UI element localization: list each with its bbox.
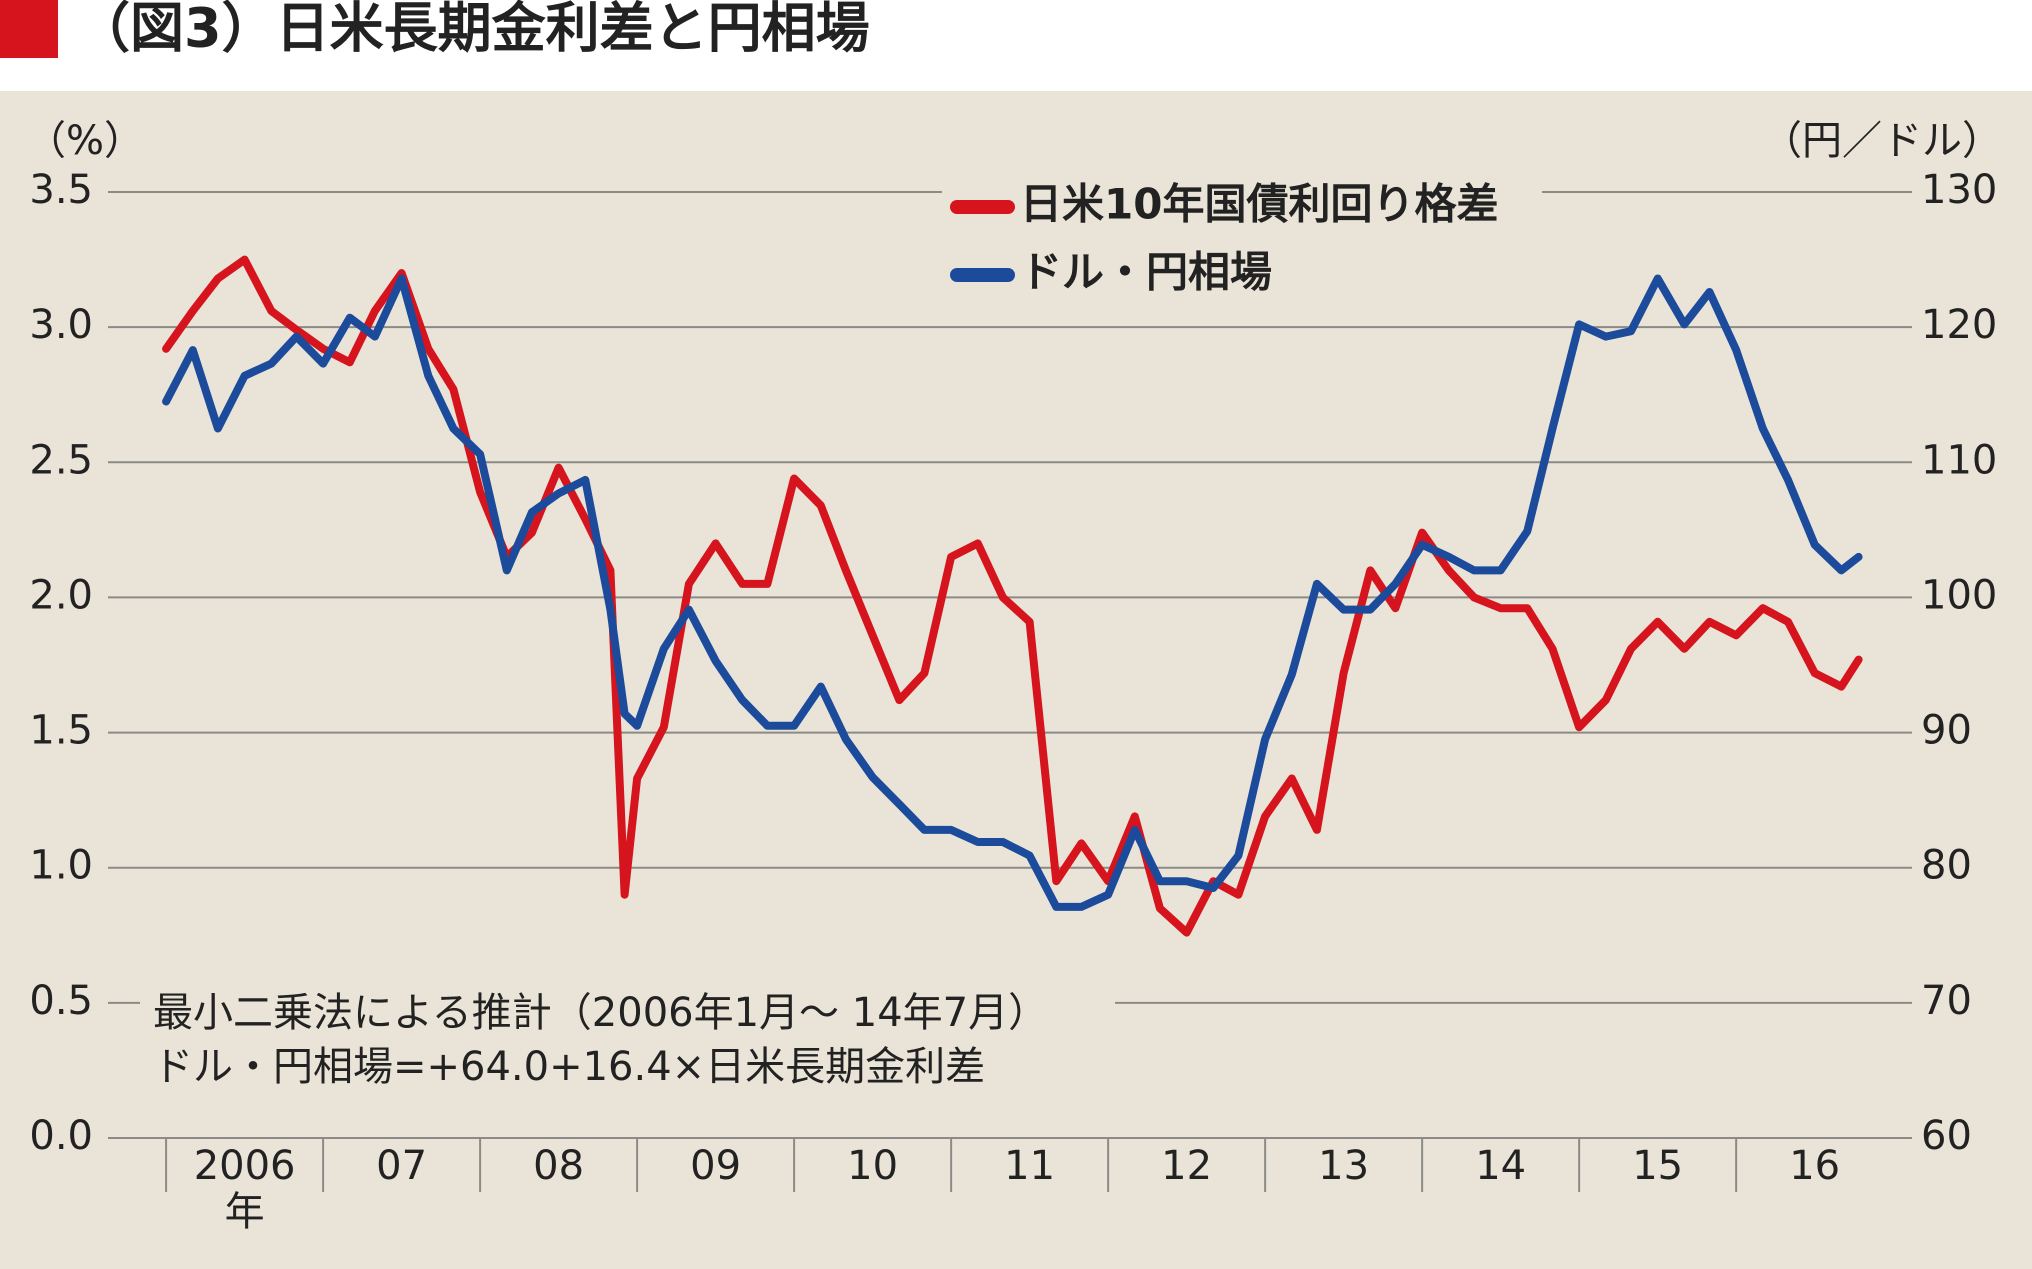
x-tick-label: 2006 (194, 1143, 296, 1189)
annotation: ドル・円相場=+64.0+16.4×日米長期金利差 (153, 1044, 985, 1090)
y-tick-label: 0.0 (29, 1113, 93, 1159)
x-tick-label: 13 (1318, 1143, 1369, 1189)
data-line (162, 274, 1863, 911)
y-tick-label: 1.0 (29, 843, 93, 889)
x-tick-label: 08 (533, 1143, 584, 1189)
x-tick-label: 12 (1161, 1143, 1212, 1189)
y2-tick-label: 110 (1921, 437, 1997, 483)
y2-unit-label: （円／ドル） (1762, 118, 2002, 164)
legend-label: ドル・円相場 (1020, 248, 1272, 297)
x-tick-label: 11 (1004, 1143, 1055, 1189)
y2-tick-label: 120 (1921, 302, 1997, 348)
annotation: 最小二乗法による推計（2006年1月～ 14年7月） (153, 990, 1048, 1036)
x-unit-label: 年 (225, 1189, 265, 1235)
y2-tick-label: 70 (1921, 978, 1972, 1024)
y-unit-label: （%） (26, 118, 144, 164)
y2-tick-label: 60 (1921, 1113, 1972, 1159)
data-line (162, 255, 1863, 937)
chart-title: （図3）日米長期金利差と円相場 (76, 0, 870, 60)
y-tick-label: 1.5 (29, 708, 93, 754)
y-tick-label: 3.5 (29, 167, 93, 213)
x-tick-label: 10 (847, 1143, 898, 1189)
x-tick-label: 14 (1475, 1143, 1526, 1189)
y-tick-label: 2.0 (29, 572, 93, 618)
x-tick-label: 15 (1632, 1143, 1683, 1189)
legend-background (942, 178, 1542, 303)
y-tick-label: 2.5 (29, 437, 93, 483)
title-bar (0, 0, 2032, 91)
y2-tick-label: 100 (1921, 572, 1997, 618)
title-marker (0, 0, 58, 58)
y-tick-label: 0.5 (29, 978, 93, 1024)
x-tick-label: 07 (376, 1143, 427, 1189)
y-tick-label: 3.0 (29, 302, 93, 348)
y2-tick-label: 130 (1921, 167, 1997, 213)
lines (162, 255, 1863, 937)
legend-label: 日米10年国債利回り格差 (1020, 180, 1498, 229)
x-tick-label: 09 (690, 1143, 741, 1189)
annotation-background (140, 983, 1115, 1095)
y2-tick-label: 80 (1921, 843, 1972, 889)
y2-tick-label: 90 (1921, 708, 1972, 754)
x-tick-label: 16 (1789, 1143, 1840, 1189)
